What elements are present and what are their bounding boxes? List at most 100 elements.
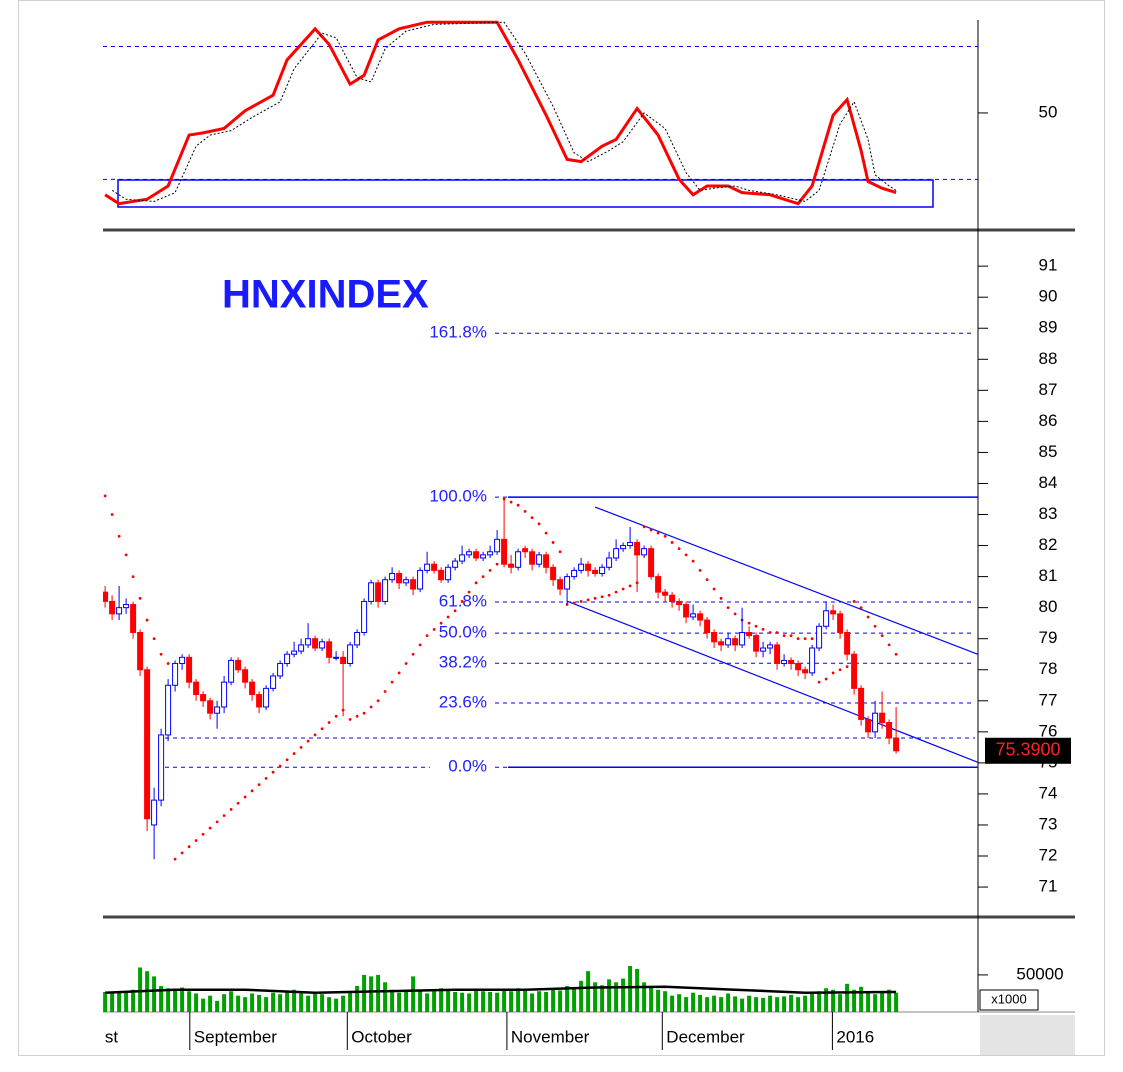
sar-dot	[614, 590, 618, 594]
volume-bar	[509, 991, 514, 1012]
candle-body	[529, 551, 536, 565]
candle-body	[116, 607, 123, 615]
sar-dot	[180, 851, 184, 855]
candle-body	[599, 566, 606, 574]
sar-dot	[236, 801, 240, 805]
sar-dot	[110, 513, 114, 516]
sar-dot	[698, 568, 702, 572]
sar-dot	[453, 609, 457, 613]
x-axis: st September October November December 2016	[105, 1012, 874, 1050]
sar-dot	[712, 587, 716, 591]
candle-body	[634, 541, 641, 556]
candle-body	[389, 573, 396, 581]
volume-bar	[180, 987, 185, 1012]
volume-bar	[628, 966, 633, 1012]
volume-bar	[453, 991, 458, 1012]
volume-bar	[621, 978, 626, 1012]
volume-bar	[124, 991, 129, 1012]
sar-dot	[768, 631, 772, 634]
volume-bar	[201, 998, 206, 1012]
candle-body	[256, 694, 263, 708]
sar-dot	[607, 593, 611, 597]
y-tick-label: 79	[1039, 628, 1058, 647]
sar-dot	[530, 516, 534, 520]
volume-bar	[579, 980, 584, 1012]
sar-dot	[299, 745, 303, 749]
candle-body	[172, 663, 179, 686]
candle-body	[270, 675, 277, 689]
volume-bar	[852, 989, 857, 1012]
sar-dot	[131, 575, 135, 579]
candle-body	[235, 659, 242, 671]
sar-dot	[747, 621, 751, 625]
volume-bar	[530, 993, 535, 1012]
sar-dot	[145, 618, 149, 622]
sar-dot	[271, 770, 275, 774]
candle-body	[550, 566, 557, 581]
candle-body	[417, 569, 424, 590]
sar-dot	[124, 553, 128, 557]
sar-dot	[348, 718, 352, 721]
volume-bar	[320, 994, 325, 1012]
volume-bar	[572, 988, 577, 1012]
volume-bar	[831, 989, 836, 1012]
sar-dot	[334, 714, 338, 718]
sar-dot	[201, 832, 205, 836]
candle-body	[732, 638, 739, 646]
candle-body	[767, 644, 774, 649]
volume-bar	[663, 991, 668, 1012]
candle-body	[312, 638, 319, 649]
candle-body	[284, 653, 291, 665]
sar-dot	[733, 612, 737, 616]
y-tick-label: 89	[1039, 318, 1058, 337]
volume-bar	[474, 989, 479, 1012]
sar-dot	[887, 643, 891, 647]
volume-bar	[152, 976, 157, 1012]
sar-dot	[446, 615, 450, 619]
sar-dot	[761, 627, 765, 631]
sar-dot	[726, 606, 730, 610]
candle-body	[144, 669, 151, 820]
fib-label: 61.8%	[439, 592, 487, 611]
sar-dot	[327, 721, 331, 724]
y-tick-label: 76	[1039, 721, 1058, 740]
sar-dot	[649, 528, 653, 532]
volume-bar	[845, 983, 850, 1012]
candle-body	[830, 610, 837, 615]
y-tick-label: 50000	[1016, 964, 1063, 983]
candle-body	[431, 563, 438, 571]
candle-body	[305, 638, 312, 646]
sar-dot	[152, 637, 156, 641]
candle-body	[837, 613, 844, 633]
volume-bar	[782, 996, 787, 1012]
volume-bar	[257, 994, 262, 1012]
chart-title: HNXINDEX	[222, 273, 429, 317]
candle-body	[158, 734, 165, 801]
volume-bar	[117, 991, 122, 1012]
sar-dot	[474, 581, 478, 585]
volume-bar	[565, 986, 570, 1012]
candle-body	[151, 799, 158, 826]
volume-bar	[726, 993, 731, 1012]
sar-dot	[495, 562, 499, 566]
channel-line	[566, 600, 978, 764]
volume-bar	[306, 995, 311, 1012]
candle-body	[536, 554, 543, 565]
sar-dot	[467, 590, 471, 594]
candle-body	[893, 737, 900, 752]
sar-dot	[866, 615, 870, 619]
volume-bar	[824, 988, 829, 1012]
sar-dot	[677, 547, 681, 551]
x-tick-label: st	[105, 1027, 119, 1046]
sar-dot	[159, 652, 163, 656]
sar-dot	[537, 522, 541, 526]
y-tick-label: 82	[1039, 535, 1058, 554]
candle-body	[522, 548, 529, 553]
y-tick-label: 50	[1039, 102, 1058, 121]
volume-bar	[103, 991, 108, 1012]
volume-bar	[586, 971, 591, 1012]
volume-bar	[138, 967, 143, 1012]
candle-body	[508, 563, 515, 568]
plot-area	[103, 20, 978, 1012]
sar-dot	[684, 553, 688, 557]
